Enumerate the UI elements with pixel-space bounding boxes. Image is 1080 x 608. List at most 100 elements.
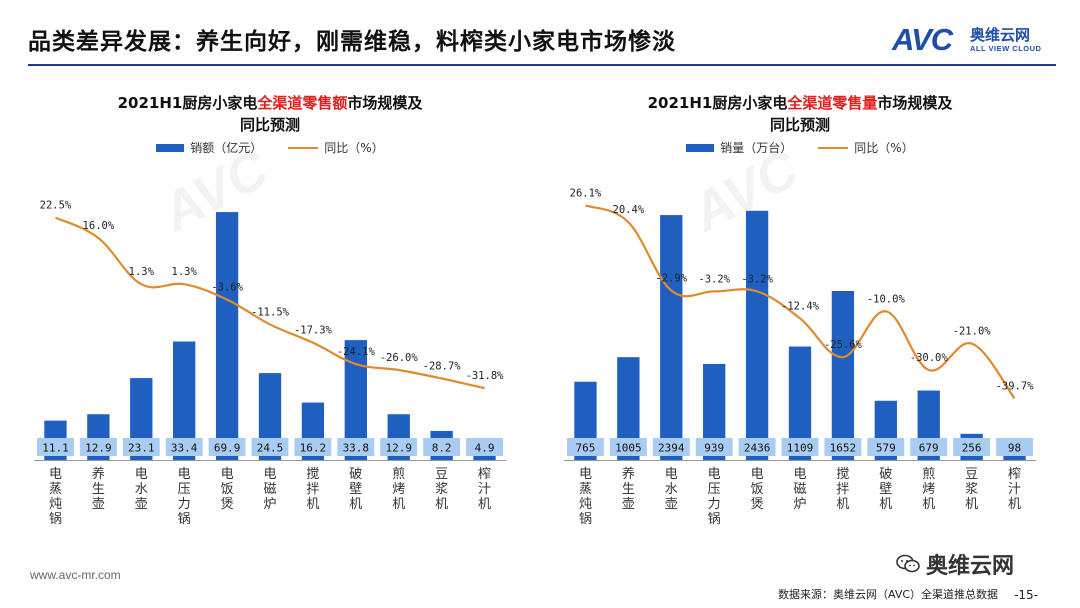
chart-retail-volume: 2021H1厨房小家电全渠道零售量市场规模及 同比预测 销量（万台） 同比（%）… [550,84,1050,544]
category-label-3-char-1: 压 [708,482,721,497]
value-label-10: 4.9 [475,442,495,455]
value-label-7: 33.8 [343,442,370,455]
category-label-5-char-2: 炉 [793,497,806,512]
legend-item-line: 同比（%） [288,139,384,156]
category-label-1-char-2: 壶 [622,497,635,512]
line-label-8: -26.0% [380,352,419,364]
chart-title-line2: 同比预测 [769,116,830,134]
value-label-box-3 [165,438,203,456]
line-label-1: 20.4% [613,204,645,216]
category-label-2-char-1: 水 [135,482,148,497]
value-label-box-10 [996,438,1033,456]
line-label-2: 1.3% [129,266,155,278]
category-label-0-char-1: 蒸 [579,482,592,497]
value-label-box-0 [37,438,74,456]
category-label-3-char-3: 锅 [178,511,191,527]
category-label-9-char-0: 豆 [435,467,448,482]
value-label-box-0 [567,438,604,456]
category-label-2-char-0: 电 [135,467,148,482]
legend-swatch-line [288,146,319,149]
footer-website-link[interactable]: www.avc-mr.com [30,568,121,582]
category-label-10-char-2: 机 [1008,497,1021,512]
value-label-box-4 [738,438,776,456]
category-label-1-char-2: 壶 [92,497,105,512]
bar-4 [745,210,769,460]
wechat-watermark: 奥维云网 [896,548,1014,580]
category-label-3-char-1: 压 [178,482,191,497]
category-label-6-char-1: 拌 [836,482,849,497]
value-label-box-9 [953,438,991,456]
value-label-box-7 [867,438,905,456]
category-label-4-char-1: 饭 [221,482,234,497]
value-label-box-2 [652,438,690,456]
category-label-1-char-0: 养 [92,466,105,482]
bar-1 [617,357,640,460]
legend-swatch-bar [156,143,185,152]
value-label-box-6 [294,438,332,456]
chart-title: 2021H1厨房小家电全渠道零售量市场规模及 同比预测 [550,92,1050,136]
category-label-10-char-2: 机 [478,497,491,512]
category-label-0-char-0: 电 [579,467,592,482]
bar-5 [788,346,812,460]
header-divider [28,64,1056,66]
line-label-9: -21.0% [953,326,992,338]
wechat-icon [896,554,920,573]
company-logo: AVC 奥维云网 ALL VIEW CLOUD [892,22,1062,58]
category-label-3-char-2: 力 [708,497,721,512]
category-label-8-char-1: 烤 [922,482,935,497]
category-label-10-char-0: 榨 [478,466,491,482]
line-label-8: -30.0% [910,352,949,364]
chart-retail-sales: 2021H1厨房小家电全渠道零售额市场规模及 同比预测 销额（亿元） 同比（%）… [20,84,520,544]
category-label-6-char-0: 搅 [306,466,319,482]
line-label-6: -17.3% [294,325,333,337]
value-label-1: 1005 [615,442,642,455]
yoy-line [54,216,485,390]
value-label-10: 98 [1008,442,1021,455]
category-label-9-char-2: 机 [435,497,448,512]
line-label-3: 1.3% [172,266,198,278]
category-label-8-char-2: 机 [392,497,405,512]
value-label-box-6 [824,438,862,456]
category-label-2-char-2: 壶 [135,497,148,512]
category-label-5-char-2: 炉 [263,497,276,512]
bar-6 [831,290,855,460]
chart-title-highlight: 全渠道零售量 [787,94,878,112]
category-label-10-char-1: 汁 [478,482,491,497]
legend-label-bar: 销额（亿元） [190,141,263,155]
category-label-7-char-1: 壁 [879,482,892,497]
line-label-0: 26.1% [570,187,602,199]
category-label-0-char-0: 电 [49,467,62,482]
category-label-7-char-0: 破 [879,467,892,482]
legend-item-bar: 销量（万台） [686,139,792,156]
line-label-4: -3.2% [741,273,773,285]
category-label-2-char-1: 水 [665,482,678,497]
value-label-box-1 [79,438,117,456]
value-label-2: 23.1 [128,442,155,455]
category-label-6-char-2: 机 [306,497,319,512]
value-label-4: 69.9 [214,442,241,455]
value-label-9: 256 [962,442,982,455]
category-label-0-char-3: 锅 [579,511,592,527]
value-label-5: 24.5 [257,442,284,455]
category-label-0-char-2: 炖 [49,497,62,512]
category-label-7-char-2: 机 [349,497,362,512]
chart-title-suffix: 市场规模及 [347,94,423,112]
value-label-6: 16.2 [300,442,327,455]
category-label-0-char-3: 锅 [49,511,62,527]
value-label-4: 2436 [744,442,771,455]
legend-item-bar: 销额（亿元） [156,139,262,156]
line-label-10: -31.8% [466,370,505,382]
legend-label-line: 同比（%） [324,141,384,155]
chart-plot-area: 765 1005 2394 939 2436 1109 1652 579 679 256 98 26.… [564,187,1036,527]
line-label-6: -25.6% [824,339,863,351]
category-label-7-char-2: 机 [879,497,892,512]
category-label-4-char-1: 饭 [751,482,764,497]
line-label-5: -11.5% [251,306,290,318]
category-label-6-char-2: 机 [836,497,849,512]
legend-item-line: 同比（%） [818,139,914,156]
value-label-box-1 [609,438,647,456]
category-label-5-char-0: 电 [263,467,276,482]
value-label-box-5 [251,438,289,456]
category-label-7-char-0: 破 [349,467,362,482]
category-label-10-char-0: 榨 [1008,466,1021,482]
